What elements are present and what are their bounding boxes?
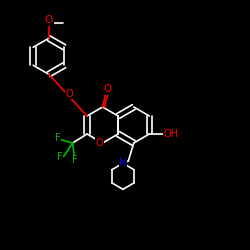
Text: OH: OH (164, 129, 178, 139)
Text: O: O (103, 84, 112, 94)
Text: O: O (65, 89, 73, 99)
Text: F: F (57, 152, 63, 162)
Text: F: F (72, 156, 78, 166)
Text: O: O (96, 138, 104, 148)
Text: N: N (119, 158, 127, 168)
Text: O: O (44, 15, 53, 25)
Text: F: F (55, 133, 60, 143)
